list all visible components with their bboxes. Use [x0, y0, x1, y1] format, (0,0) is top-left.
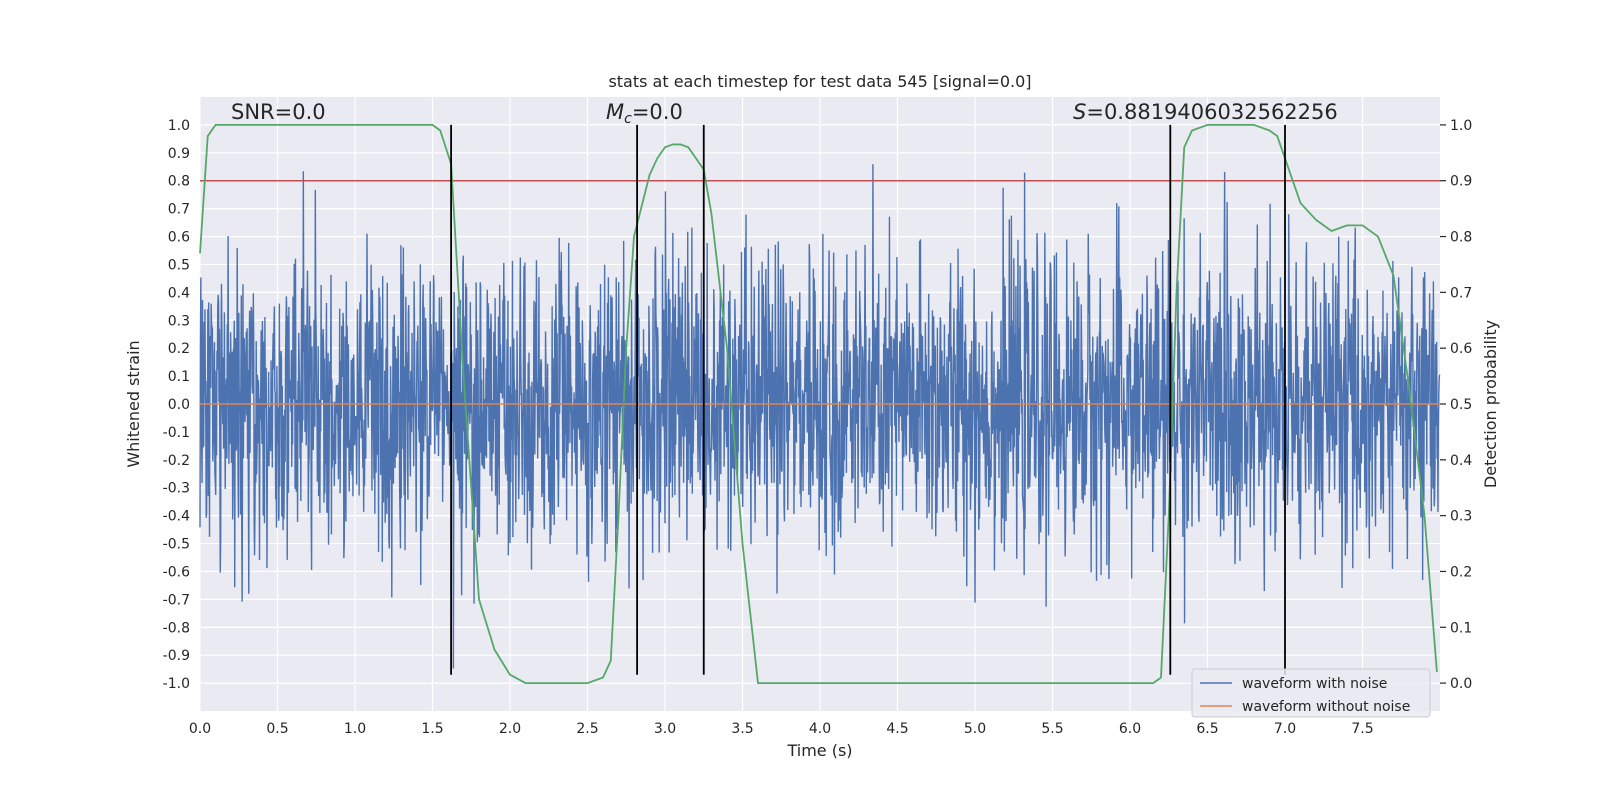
series-waveform-with-noise	[199, 164, 1441, 669]
y-tick-label: 0.0	[168, 397, 190, 413]
y-tick-label: 0.3	[168, 313, 190, 329]
y-tick-label: 0.6	[168, 230, 190, 246]
y-tick-label: 0.9	[168, 146, 190, 162]
y-tick-label: 1.0	[168, 118, 190, 134]
x-tick-label: 5.0	[964, 721, 986, 737]
y-tick-label: 0.1	[168, 369, 190, 385]
x-tick-label: 3.5	[731, 721, 753, 737]
y2-tick-label: 0.1	[1450, 620, 1472, 636]
y-tick-label: -0.9	[163, 648, 190, 664]
annotation-chirp-mass: Mc=0.0	[606, 100, 683, 127]
annotation-score-value: =0.8819406032562256	[1086, 100, 1337, 124]
y-tick-label: -0.8	[163, 620, 190, 636]
y-tick-label: -0.6	[163, 564, 190, 580]
y2-tick-label: 0.0	[1450, 676, 1472, 692]
y-axis-label: Whitened strain	[124, 340, 143, 467]
y-tick-label: 0.4	[168, 285, 190, 301]
y2-tick-label: 0.3	[1450, 509, 1472, 525]
x-tick-label: 0.0	[189, 721, 211, 737]
x-tick-label: 7.0	[1274, 721, 1296, 737]
y-tick-label: -0.7	[163, 592, 190, 608]
y2-axis-label: Detection probability	[1481, 320, 1500, 488]
y-tick-label: -0.2	[163, 453, 190, 469]
annotation-score-symbol: S	[1073, 100, 1086, 124]
y2-tick-label: 0.9	[1450, 174, 1472, 190]
annotation-chirp-mass-subscript: c	[624, 111, 632, 127]
y2-tick-label: 0.4	[1450, 453, 1472, 469]
x-tick-label: 6.5	[1196, 721, 1218, 737]
y2-tick-label: 0.7	[1450, 285, 1472, 301]
y2-tick-label: 0.2	[1450, 564, 1472, 580]
y2-tick-label: 0.8	[1450, 230, 1472, 246]
axis-ticks: 0.0 0.5 1.0 1.5 2.0 2.5 3.0 3.5 4.0 4.5 5.0 5.5 6.0 6…	[163, 118, 1473, 737]
y-tick-label: -0.3	[163, 481, 190, 497]
y2-tick-label: 1.0	[1450, 118, 1472, 134]
x-tick-label: 4.0	[809, 721, 831, 737]
legend-label-waveform-with-noise: waveform with noise	[1242, 676, 1387, 692]
vertical-markers	[450, 124, 1286, 675]
x-tick-label: 2.0	[499, 721, 521, 737]
x-tick-label: 1.5	[421, 721, 443, 737]
y-tick-label: 0.7	[168, 202, 190, 218]
x-tick-label: 2.5	[576, 721, 598, 737]
x-tick-label: 3.0	[654, 721, 676, 737]
x-tick-label: 0.5	[266, 721, 288, 737]
y-tick-label: -1.0	[163, 676, 190, 692]
y-tick-label: 0.5	[168, 257, 190, 273]
annotation-chirp-mass-value: =0.0	[632, 100, 683, 124]
x-tick-label: 7.5	[1351, 721, 1373, 737]
annotation-chirp-mass-symbol: M	[606, 100, 624, 124]
legend-label-waveform-without-noise: waveform without noise	[1242, 699, 1410, 715]
x-tick-label: 4.5	[886, 721, 908, 737]
y2-tick-label: 0.5	[1450, 397, 1472, 413]
y-tick-label: -0.1	[163, 425, 190, 441]
annotation-snr: SNR=0.0	[231, 100, 326, 124]
x-tick-label: 6.0	[1119, 721, 1141, 737]
noise-waveform-line	[199, 164, 1441, 669]
y-tick-label: 0.2	[168, 341, 190, 357]
x-axis-label: Time (s)	[786, 741, 852, 760]
legend: waveform with noise waveform without noi…	[1191, 668, 1431, 718]
y2-tick-label: 0.6	[1450, 341, 1472, 357]
legend-box	[1191, 668, 1431, 718]
y-tick-label: 0.8	[168, 174, 190, 190]
y-tick-label: -0.5	[163, 537, 190, 553]
chart-title: stats at each timestep for test data 545…	[608, 72, 1031, 91]
y-tick-label: -0.4	[163, 509, 190, 525]
x-tick-label: 5.5	[1041, 721, 1063, 737]
x-tick-label: 1.0	[344, 721, 366, 737]
annotation-score: S=0.8819406032562256	[1073, 100, 1338, 124]
